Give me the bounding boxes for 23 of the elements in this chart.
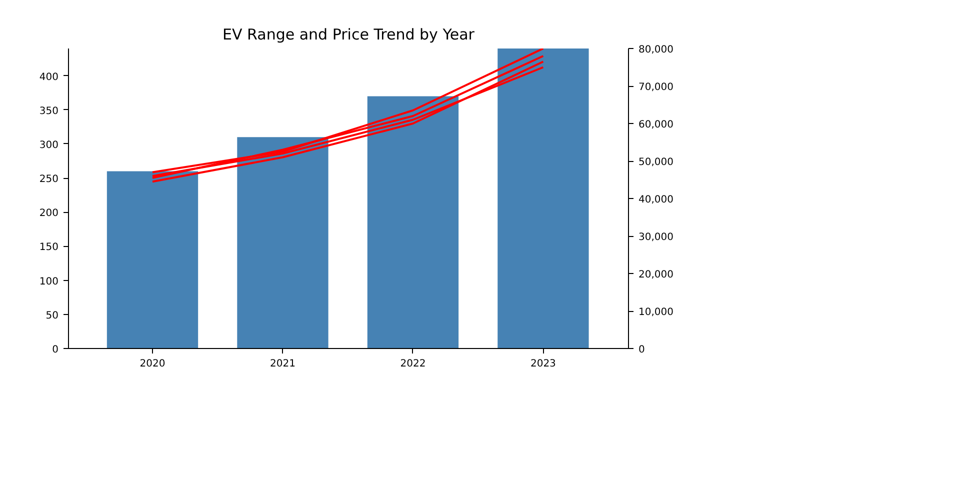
y-tick-label: 100 <box>39 276 59 288</box>
x-tick-label: 2021 <box>270 358 296 370</box>
y2-tick-label: 70,000 <box>638 82 674 93</box>
y2-tick-label: 80,000 <box>638 44 674 56</box>
x-tick-label: 2023 <box>530 358 556 370</box>
y2-tick-label: 40,000 <box>638 194 674 206</box>
chart-title: EV Range and Price Trend by Year <box>222 26 476 44</box>
y2-tick-label: 20,000 <box>638 270 674 280</box>
y2-tick-label: 60,000 <box>638 120 674 130</box>
x-tick-label: 2022 <box>400 358 426 370</box>
y-tick-label: 300 <box>39 140 59 151</box>
y-tick-label: 400 <box>39 72 59 83</box>
x-tick-label: 2020 <box>140 358 166 370</box>
y2-tick-label: 10,000 <box>638 307 674 318</box>
y2-tick-label: 0 <box>638 344 645 356</box>
y2-tick-label: 50,000 <box>638 157 674 168</box>
y-tick-label: 250 <box>39 174 59 186</box>
y-tick-label: 50 <box>46 310 59 322</box>
y2-tick-label: 30,000 <box>638 232 674 243</box>
y-tick-label: 350 <box>39 106 59 117</box>
y-tick-label: 0 <box>52 344 59 356</box>
y-tick-label: 150 <box>39 242 59 254</box>
y-tick-label: 200 <box>39 208 59 220</box>
